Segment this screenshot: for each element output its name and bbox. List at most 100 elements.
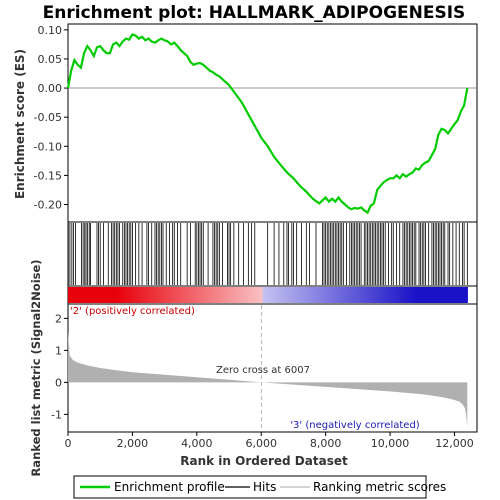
gradient-segment <box>335 287 339 303</box>
gradient-segment <box>160 287 164 303</box>
gradient-segment <box>442 287 446 303</box>
gradient-segment <box>90 287 94 303</box>
gradient-segment <box>135 287 139 303</box>
gradient-segment <box>382 287 386 303</box>
gradient-segment <box>127 287 131 303</box>
gradient-segment <box>300 287 304 303</box>
gradient-segment <box>427 287 431 303</box>
gradient-segment <box>140 287 144 303</box>
metric-y-ticks: 2 1 0 -1 <box>51 312 68 421</box>
gradient-segment <box>402 287 406 303</box>
gradient-segment <box>287 287 291 303</box>
gradient-segment <box>255 287 259 303</box>
gradient-segment <box>295 287 299 303</box>
gradient-segment <box>150 287 154 303</box>
x-tick-label: 10,000 <box>371 437 410 450</box>
gradient-segment <box>365 287 369 303</box>
gradient-segment <box>340 287 344 303</box>
es-panel-frame <box>67 23 478 223</box>
gradient-segment <box>105 287 109 303</box>
gradient-segment <box>407 287 411 303</box>
gradient-segment <box>419 287 424 303</box>
gradient-segment <box>412 287 416 303</box>
gradient-segment <box>110 287 114 303</box>
gradient-segment <box>200 287 204 303</box>
metric-y-tick-label: 2 <box>55 312 62 325</box>
gradient-segment <box>434 287 438 303</box>
gradient-segment <box>85 287 89 303</box>
gradient-segment <box>130 287 134 303</box>
gradient-segment <box>432 287 436 303</box>
gradient-segment <box>237 287 241 303</box>
gradient-segment <box>360 287 364 303</box>
gradient-segment <box>172 287 176 303</box>
gradient-segment <box>285 287 289 303</box>
gradient-segment <box>272 287 276 303</box>
gradient-segment <box>447 287 451 303</box>
gradient-segment <box>142 287 146 303</box>
es-y-tick-label: -0.05 <box>34 111 62 124</box>
gradient-segment <box>220 287 224 303</box>
gradient-segment <box>75 287 79 303</box>
gradient-segment <box>270 287 274 303</box>
gradient-segment <box>292 287 296 303</box>
gradient-segment <box>302 287 306 303</box>
legend-metric-label: Ranking metric scores <box>313 480 446 494</box>
gradient-segment <box>217 287 221 303</box>
gradient-segment <box>384 287 389 303</box>
gradient-segment <box>185 287 189 303</box>
gradient-segment <box>320 287 324 303</box>
gradient-segment <box>367 287 371 303</box>
gradient-segment <box>117 287 122 303</box>
gradient-segment <box>120 287 124 303</box>
gradient-segment <box>175 287 179 303</box>
gradient-segment <box>350 287 354 303</box>
gradient-segment <box>125 287 129 303</box>
gradient-segment <box>80 287 84 303</box>
metric-y-axis-label: Ranked list metric (Signal2Noise) <box>29 259 43 476</box>
gradient-segment <box>195 287 199 303</box>
gradient-segment <box>444 287 448 303</box>
chart-title: Enrichment plot: HALLMARK_ADIPOGENESIS <box>43 3 466 23</box>
gradient-segment <box>262 287 266 303</box>
gradient-segment <box>87 287 92 303</box>
metric-y-tick-label: 1 <box>55 344 62 357</box>
gradient-segment <box>437 287 441 303</box>
gradient-segment <box>305 287 309 303</box>
gradient-segment <box>312 287 316 303</box>
es-y-ticks: 0.10 0.05 0.00 -0.05 -0.10 -0.15 -0.20 <box>34 24 68 212</box>
es-y-axis-label: Enrichment score (ES) <box>13 49 27 199</box>
gradient-segment <box>372 287 376 303</box>
gradient-segment <box>322 287 326 303</box>
x-tick-label: 4,000 <box>181 437 213 450</box>
gradient-segment <box>290 287 294 303</box>
x-tick-label: 0 <box>65 437 72 450</box>
enrichment-profile-line <box>66 33 469 215</box>
gradient-segment <box>70 287 74 303</box>
gradient-segment <box>355 287 359 303</box>
gradient-segment <box>327 287 331 303</box>
gradient-segment <box>369 287 374 303</box>
gradient-segment <box>394 287 399 303</box>
gradient-segment <box>282 287 286 303</box>
gradient-segment <box>267 287 271 303</box>
gradient-segment <box>257 287 261 303</box>
gradient-segment <box>242 287 246 303</box>
gradient-segment <box>157 287 161 303</box>
gradient-segment <box>92 287 97 303</box>
gradient-segment <box>424 287 429 303</box>
gradient-segment <box>225 287 229 303</box>
gradient-segment <box>362 287 366 303</box>
gradient-segment <box>397 287 401 303</box>
gradient-segment <box>389 287 394 303</box>
gradient-segment <box>275 287 279 303</box>
gradient-segment <box>145 287 149 303</box>
gradient-segment <box>377 287 381 303</box>
gradient-segment <box>235 287 239 303</box>
es-y-tick-label: 0.00 <box>38 82 63 95</box>
es-y-tick-label: -0.15 <box>34 169 62 182</box>
gradient-segment <box>68 287 72 303</box>
gradient-segment <box>112 287 117 303</box>
gradient-segment <box>132 287 136 303</box>
